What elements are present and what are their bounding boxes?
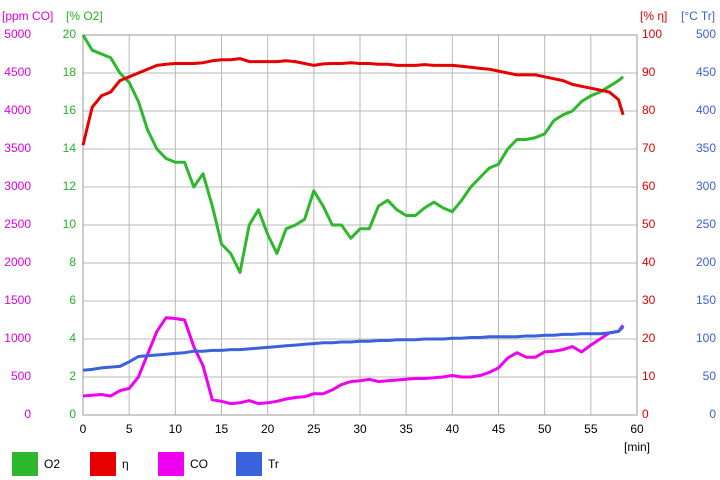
y-tick-label: 20 [63,27,77,41]
axis-title: [°C Tr] [681,9,715,23]
y-tick-label: 500 [696,27,716,41]
x-tick-label: 15 [215,422,229,436]
y-tick-label: 250 [696,217,716,231]
y-tick-label: 200 [696,255,716,269]
y-tick-label: 0 [24,407,31,421]
axis-title: [% O2] [66,9,103,23]
x-tick-label: 45 [492,422,506,436]
y-tick-label: 5000 [4,27,31,41]
series-line [81,34,625,274]
y-tick-label: 0 [642,407,649,421]
y-tick-label: 90 [642,65,656,79]
y-tick-label: 100 [642,27,662,41]
y-tick-label: 4000 [4,103,31,117]
y-tick-label: 0 [69,407,76,421]
x-tick-label: 30 [353,422,367,436]
y-tick-label: 12 [63,179,77,193]
legend-swatch [158,452,184,476]
x-tick-label: 55 [584,422,598,436]
y-tick-label: 20 [642,331,656,345]
y-tick-label: 2000 [4,255,31,269]
y-tick-label: 40 [642,255,656,269]
y-tick-label: 50 [703,369,717,383]
legend-swatch [12,452,38,476]
y-tick-label: 350 [696,141,716,155]
plot-frame [82,34,638,416]
x-tick-label: 35 [399,422,413,436]
y-tick-label: 3000 [4,179,31,193]
y-tick-label: 2 [69,369,76,383]
y-tick-label: 50 [642,217,656,231]
y-tick-label: 6 [69,293,76,307]
y-tick-label: 10 [63,217,77,231]
x-tick-label: 40 [446,422,460,436]
y-tick-label: 1000 [4,331,31,345]
y-tick-label: 150 [696,293,716,307]
y-tick-label: 10 [642,369,656,383]
series-line [82,316,625,406]
x-tick-label: 50 [538,422,552,436]
x-tick-label: 0 [80,422,87,436]
axis-title: [% η] [640,9,667,23]
y-tick-label: 100 [696,331,716,345]
y-tick-label: 14 [63,141,77,155]
y-tick-label: 60 [642,179,656,193]
y-tick-label: 30 [642,293,656,307]
y-tick-label: 16 [63,103,77,117]
y-tick-label: 4 [69,331,76,345]
y-tick-label: 18 [63,65,77,79]
legend-label: η [122,457,129,471]
x-tick-label: 25 [307,422,321,436]
y-tick-label: 70 [642,141,656,155]
axis-title: [ppm CO] [2,9,53,23]
y-tick-label: 3500 [4,141,31,155]
series-line [81,57,625,146]
y-tick-label: 2500 [4,217,31,231]
legend-label: Tr [268,457,279,471]
y-tick-label: 1500 [4,293,31,307]
series-line [82,325,625,372]
x-tick-label: 5 [126,422,133,436]
x-axis-label: [min] [624,440,650,454]
legend-label: O2 [44,457,60,471]
legend-label: CO [190,457,208,471]
y-tick-label: 8 [69,255,76,269]
x-tick-label: 60 [630,422,644,436]
x-tick-label: 20 [261,422,275,436]
y-tick-label: 300 [696,179,716,193]
y-tick-label: 0 [709,407,716,421]
y-tick-label: 500 [11,369,31,383]
y-tick-label: 80 [642,103,656,117]
y-tick-label: 450 [696,65,716,79]
y-tick-label: 400 [696,103,716,117]
legend-swatch [236,452,262,476]
x-tick-label: 10 [169,422,183,436]
y-tick-label: 4500 [4,65,31,79]
legend-swatch [90,452,116,476]
